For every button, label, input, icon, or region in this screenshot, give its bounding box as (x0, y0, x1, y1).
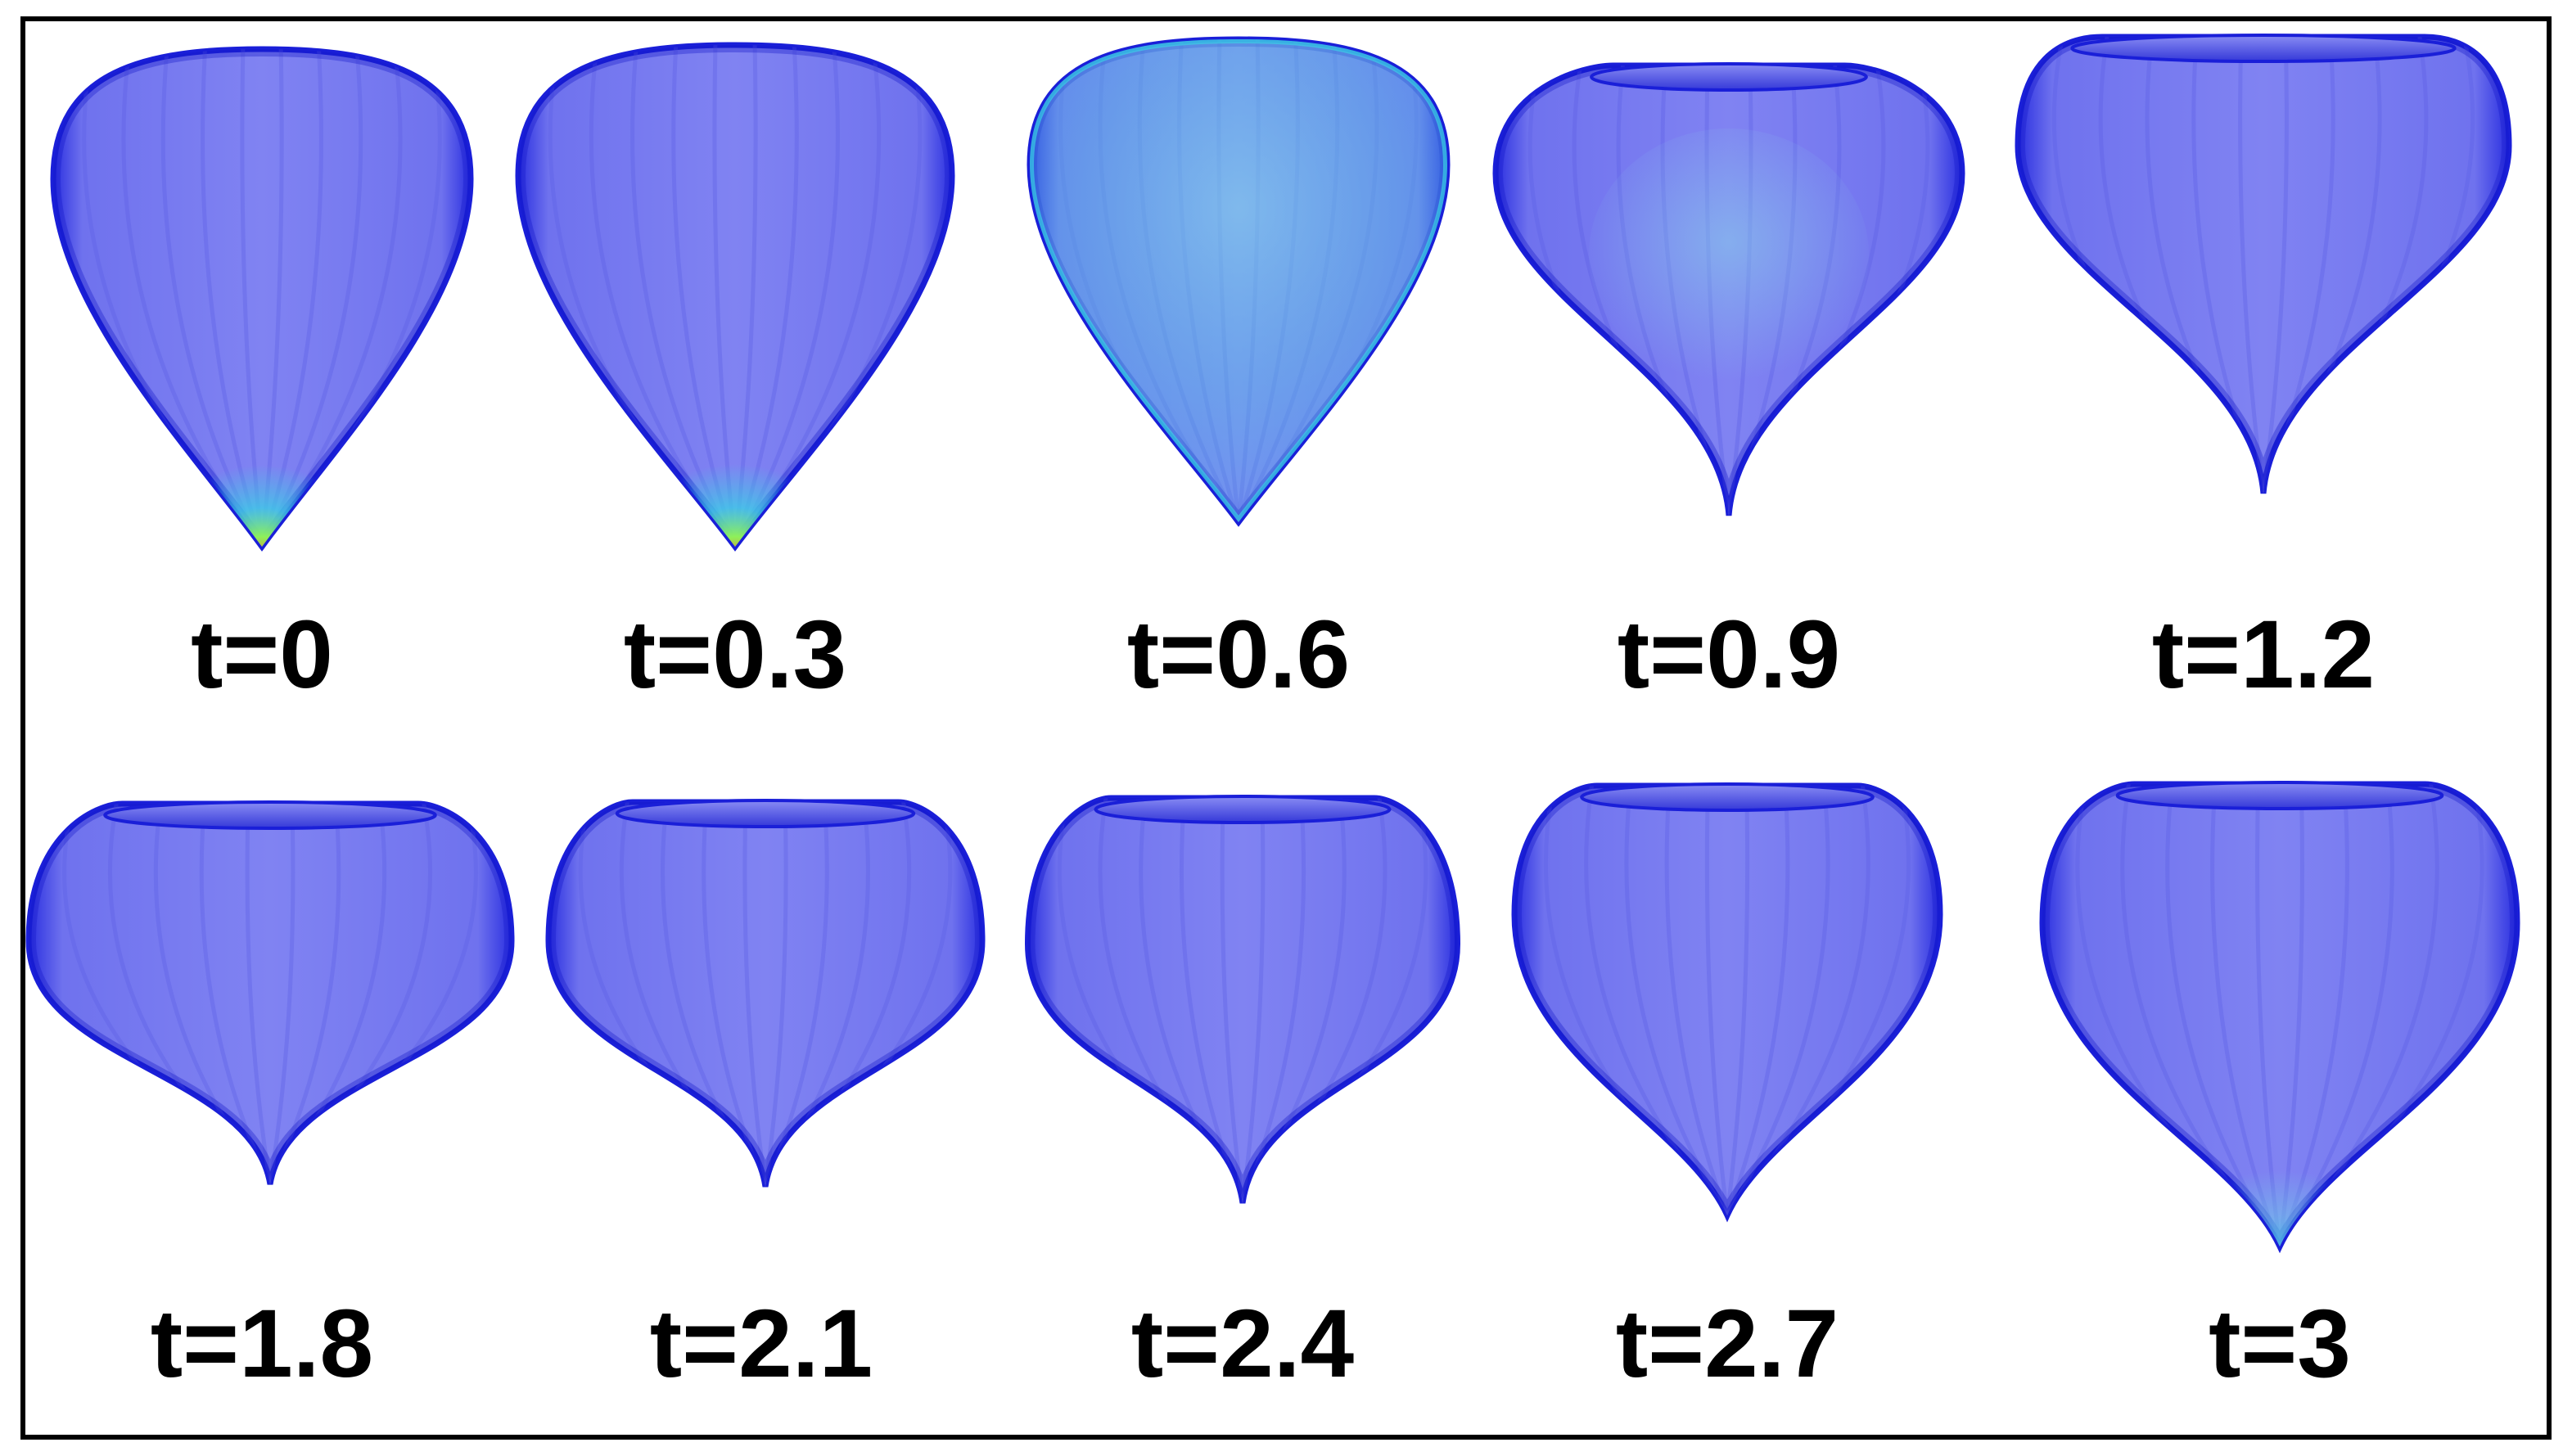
time-label: t=1.8 (151, 1290, 373, 1398)
top-opening (1590, 62, 1868, 92)
frames-layer: t=0 t=0.3 t=0.6 t=0.9 t=1.2 t=1.8 t=2.1 t=2.4 t=… (25, 34, 2520, 1398)
balloon-frame: t=3 (2039, 781, 2520, 1398)
time-label: t=2.4 (1131, 1290, 1354, 1398)
time-label: t=2.1 (650, 1290, 873, 1398)
balloon-membrane (1024, 795, 1461, 1204)
stress-hotspot (1030, 39, 1447, 522)
balloon-frame: t=0.6 (1027, 36, 1451, 709)
time-label: t=0 (191, 601, 333, 709)
stress-hotspot (169, 417, 354, 547)
top-opening (615, 799, 916, 828)
balloon-membrane (1511, 782, 1943, 1223)
time-label: t=0.6 (1127, 601, 1350, 709)
balloon-membrane (515, 42, 955, 552)
stress-hotspot (639, 416, 831, 547)
top-opening (2115, 781, 2444, 810)
time-label: t=1.2 (2152, 601, 2375, 709)
balloon-frame: t=0.3 (515, 42, 955, 709)
time-label: t=3 (2209, 1290, 2351, 1398)
balloon-frame: t=2.1 (545, 799, 986, 1398)
time-label: t=0.3 (624, 601, 846, 709)
balloon-frame: t=1.8 (25, 800, 515, 1398)
top-opening (2070, 34, 2457, 63)
top-opening (103, 800, 437, 830)
top-opening (1580, 782, 1875, 812)
balloon-membrane (50, 46, 474, 552)
balloon-frame: t=0 (50, 46, 474, 709)
time-label: t=2.7 (1616, 1290, 1839, 1398)
time-label: t=0.9 (1618, 601, 1840, 709)
top-opening (1094, 795, 1392, 824)
stress-hotspot (1589, 128, 1869, 381)
balloon-frame: t=2.7 (1511, 782, 1943, 1398)
balloon-membrane (25, 800, 515, 1185)
figure-border (20, 16, 2552, 1440)
balloon-frame: t=1.2 (2015, 34, 2512, 709)
balloon-frame: t=0.9 (1492, 62, 1965, 709)
balloon-membrane (545, 799, 986, 1188)
balloon-frame: t=2.4 (1024, 795, 1461, 1398)
